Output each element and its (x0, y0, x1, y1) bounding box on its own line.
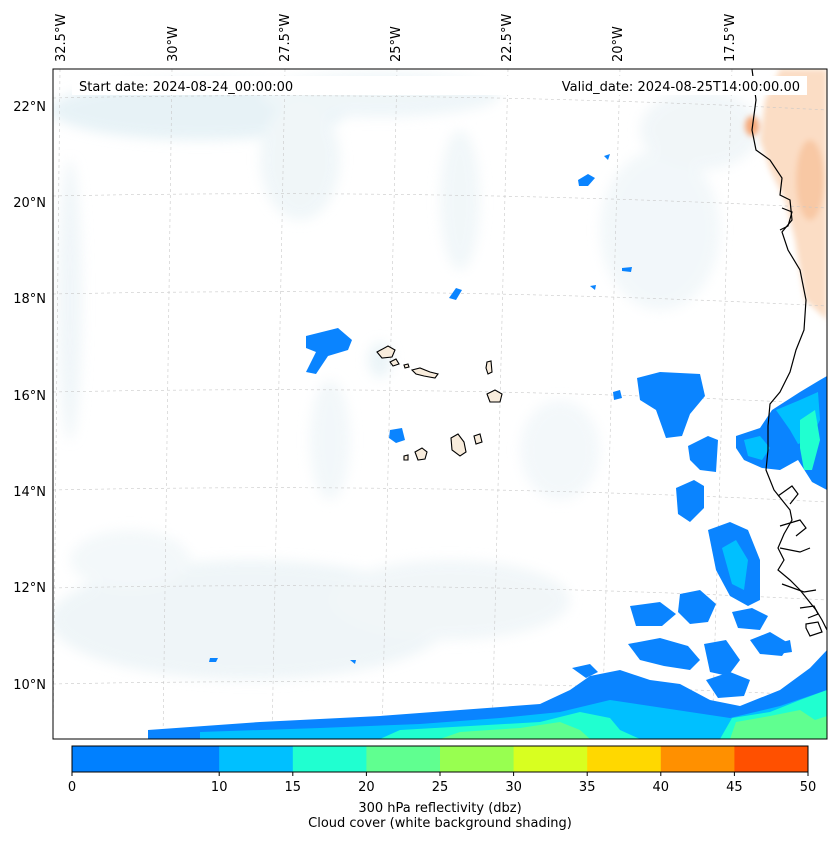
colorbar-tick-label: 40 (653, 780, 670, 795)
lon-label: 25°W (389, 26, 404, 62)
colorbar-swatch (734, 746, 809, 772)
colorbar-swatch (587, 746, 662, 772)
lat-label: 22°N (13, 100, 46, 115)
reflectivity-cell (676, 480, 704, 522)
reflectivity-cell (722, 540, 748, 590)
lon-label: 17.5°W (723, 14, 738, 62)
island-maio (473, 433, 483, 445)
colorbar-tick-label: 25 (432, 780, 449, 795)
colorbar-tick-label: 35 (579, 780, 596, 795)
reflectivity-cell (578, 174, 595, 186)
colorbar-tick-label: 20 (358, 780, 375, 795)
header-bar (72, 76, 807, 95)
colorbar-tick-label: 50 (800, 780, 817, 795)
lon-label: 20°W (611, 26, 626, 62)
lat-label: 18°N (13, 292, 46, 307)
reflectivity-cell (630, 602, 676, 626)
lat-label: 10°N (13, 678, 46, 693)
reflectivity-cell (775, 640, 792, 654)
reflectivity-cell (572, 664, 598, 678)
colorbar-label-line2: Cloud cover (white background shading) (308, 816, 572, 831)
africa-coastline (751, 69, 827, 637)
reflectivity-cell (706, 672, 750, 698)
lat-label: 16°N (13, 389, 46, 404)
lat-label: 20°N (13, 196, 46, 211)
longitude-labels: 32.5°W 30°W 27.5°W 25°W 22.5°W 20°W 17.5… (54, 14, 738, 62)
lon-label: 22.5°W (500, 14, 515, 62)
island-sal (485, 360, 493, 375)
colorbar: 0 10 15 20 25 30 35 40 45 50 (68, 745, 817, 795)
island-boa-vista (486, 389, 503, 403)
latitude-labels: 22°N 20°N 18°N 16°N 14°N 12°N 10°N (13, 100, 46, 693)
reflectivity-cell (613, 390, 622, 400)
colorbar-swatch (366, 746, 441, 772)
reflectivity-band (200, 690, 827, 739)
island-santiago (450, 433, 467, 457)
reflectivity-cell (628, 638, 700, 670)
reflectivity-cell (389, 428, 405, 443)
reflectivity-band (440, 722, 590, 739)
colorbar-tick-label: 45 (726, 780, 743, 795)
colorbar-swatch (219, 746, 294, 772)
colorbar-swatch (72, 746, 220, 772)
reflectivity-cell (704, 640, 740, 676)
reflectivity-contours (148, 154, 827, 739)
map-plot-area (53, 69, 827, 739)
island-santo-antao (376, 345, 396, 359)
lon-label: 30°W (166, 26, 181, 62)
colorbar-tick-label: 15 (285, 780, 302, 795)
island-sao-nicolau (410, 367, 439, 379)
island-brava (403, 454, 409, 461)
colorbar-tick-label: 0 (68, 780, 76, 795)
reflectivity-band (730, 710, 827, 739)
reflectivity-cell (306, 328, 352, 374)
colorbar-label-line1: 300 hPa reflectivity (dbz) (358, 801, 522, 816)
colorbar-tick-label: 30 (505, 780, 522, 795)
reflectivity-cell (590, 285, 596, 290)
reflectivity-cell (800, 410, 820, 470)
reflectivity-cell (209, 658, 218, 662)
map-frame (52, 68, 828, 740)
reflectivity-cell (688, 436, 718, 472)
lon-label: 27.5°W (278, 14, 293, 62)
reflectivity-cell (622, 267, 632, 272)
island-santa-luzia (403, 363, 410, 369)
colorbar-swatch (440, 746, 515, 772)
graticule (53, 69, 827, 739)
lat-label: 12°N (13, 581, 46, 596)
reflectivity-cell (449, 288, 462, 300)
lon-label: 32.5°W (54, 14, 69, 62)
reflectivity-cell (732, 608, 768, 630)
colorbar-swatch (292, 746, 367, 772)
island-sao-vicente (389, 358, 400, 367)
reflectivity-cell (678, 590, 716, 624)
colorbar-swatch (660, 746, 735, 772)
island-fogo (414, 447, 428, 461)
cape-verde-islands (376, 345, 503, 461)
colorbar-label: 300 hPa reflectivity (dbz) Cloud cover (… (72, 801, 808, 831)
reflectivity-cell (744, 436, 770, 460)
reflectivity-cell (637, 372, 705, 438)
valid-date-label: Valid_date: 2024-08-25T14:00:00.00 (562, 80, 800, 95)
lat-label: 14°N (13, 485, 46, 500)
colorbar-swatch (513, 746, 588, 772)
reflectivity-cell (350, 660, 356, 664)
start-date-label: Start date: 2024-08-24_00:00:00 (79, 80, 293, 95)
colorbar-tick-label: 10 (211, 780, 228, 795)
reflectivity-cell (604, 154, 610, 160)
